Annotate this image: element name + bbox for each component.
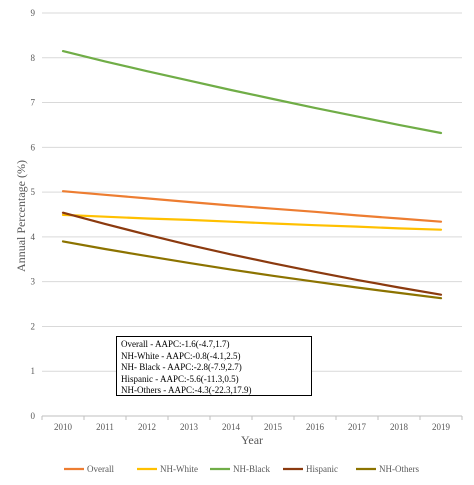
legend-label-hispanic: Hispanic (306, 464, 338, 474)
annotation-line-nh-white: NH-White - AAPC:-0.8(-4.1,2.5) (121, 350, 241, 361)
series-line-nh-black (61, 50, 443, 135)
legend-label-overall: Overall (87, 464, 114, 474)
series-lines (61, 50, 443, 300)
series-line-hispanic (61, 211, 443, 296)
y-tick-label: 0 (31, 411, 36, 421)
legend: Overall NH-White NH-Black Hispanic NH-Others (64, 464, 419, 474)
x-tick-label: 2012 (138, 422, 156, 432)
legend-label-nh-others: NH-Others (379, 464, 419, 474)
y-tick-label: 5 (31, 187, 36, 197)
y-tick-label: 6 (31, 142, 36, 152)
y-tick-label: 8 (31, 53, 36, 63)
y-axis-title: Annual Percentage (%) (14, 160, 28, 272)
x-tick-label: 2013 (180, 422, 199, 432)
annotation-line-hispanic: Hispanic - AAPC:-5.6(-11.3,0.5) (121, 373, 239, 384)
y-tick-label: 4 (31, 232, 36, 242)
series-line-overall (61, 190, 443, 223)
x-tick-label: 2017 (348, 422, 367, 432)
x-tick-label: 2018 (390, 422, 409, 432)
x-tick-label: 2014 (222, 422, 241, 432)
annotation-line-overall: Overall - AAPC:-1.6(-4.7,1.7) (121, 339, 230, 349)
x-tick-label: 2010 (54, 422, 73, 432)
y-tick-label: 2 (31, 321, 36, 331)
y-tick-label: 1 (31, 366, 36, 376)
x-tick-label: 2016 (306, 422, 325, 432)
series-line-nh-white (61, 213, 443, 231)
annotation-line-nh-black: NH- Black - AAPC:-2.8(-7.9,2.7) (121, 362, 242, 372)
x-tick-label: 2019 (432, 422, 451, 432)
y-tick-label: 9 (31, 8, 36, 18)
legend-label-nh-black: NH-Black (233, 464, 270, 474)
x-tick-label: 2011 (96, 422, 114, 432)
series-line-nh-others (61, 240, 443, 300)
y-tick-label: 3 (31, 277, 36, 287)
y-tick-label: 7 (31, 98, 36, 108)
aapc-annotation-box: Overall - AAPC:-1.6(-4.7,1.7) NH-White -… (116, 336, 312, 396)
annotation-line-nh-others: NH-Others - AAPC:-4.3(-22.3,17.9) (121, 385, 252, 395)
x-tick-label: 2015 (264, 422, 283, 432)
x-axis-title: Year (241, 433, 263, 447)
gridlines (42, 12, 462, 372)
axes: 0 1 2 3 4 5 6 7 8 9 2010 2011 2012 2013 2014 2015 2016 20… (31, 8, 463, 432)
legend-label-nh-white: NH-White (160, 464, 198, 474)
